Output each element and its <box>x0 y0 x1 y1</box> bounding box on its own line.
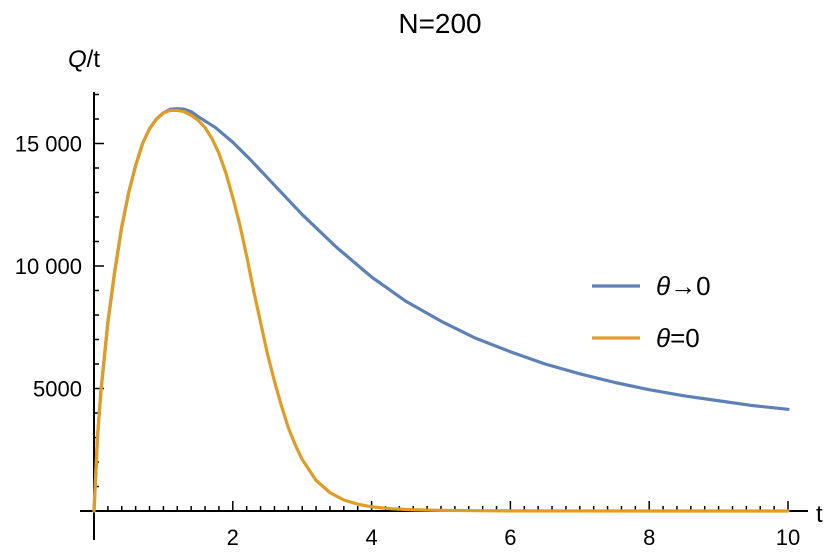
x-tick-label: 10 <box>776 525 800 550</box>
x-tick-label: 4 <box>365 525 377 550</box>
minor-ticks <box>94 93 775 511</box>
x-tick-label: 2 <box>227 525 239 550</box>
y-tick-label: 15 000 <box>15 132 82 157</box>
legend-label-1: θ→0 <box>656 271 711 301</box>
y-tick-label: 5000 <box>33 377 82 402</box>
series-line-1 <box>92 107 790 513</box>
series-line-2 <box>92 108 790 513</box>
legend: θ→0 θ=0 <box>592 271 711 353</box>
y-axis-label-text: Q/t <box>68 46 100 73</box>
axes <box>80 92 808 540</box>
x-tick-label: 6 <box>504 525 516 550</box>
y-axis-label-unit: /t <box>87 46 101 73</box>
y-tick-label: 10 000 <box>15 254 82 279</box>
series-lines <box>92 107 790 513</box>
chart-title: N=200 <box>398 8 481 39</box>
y-axis-label-var: Q <box>68 46 87 73</box>
x-axis-label: t <box>816 501 823 528</box>
y-axis-label: Q/t <box>68 46 100 73</box>
legend-label-2: θ=0 <box>656 323 700 353</box>
tick-labels: 2 4 6 8 10 5000 10 000 15 000 <box>15 132 801 551</box>
x-tick-label: 8 <box>643 525 655 550</box>
